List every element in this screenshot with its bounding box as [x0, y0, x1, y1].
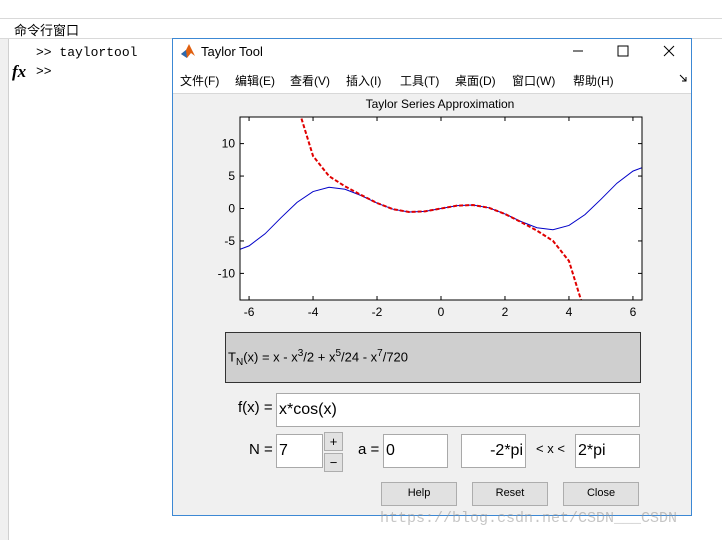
title-menu-bar	[173, 39, 691, 94]
x-tick-label: -2	[372, 305, 383, 319]
formula-sup: 7	[377, 348, 383, 359]
formula-part: (x) = x - x	[243, 349, 298, 365]
help-button[interactable]: Help	[381, 482, 457, 506]
command-prompt: >>	[36, 64, 52, 79]
menu-item[interactable]: 查看(V)	[290, 74, 330, 88]
formula: TN(x) = x - x3/2 + x5/24 - x7/720	[228, 348, 408, 368]
formula-sup: 5	[335, 348, 342, 359]
xmin-input[interactable]: -2*pi	[461, 434, 526, 468]
formula-sub: N	[235, 356, 244, 368]
menu-item[interactable]: 文件(F)	[180, 74, 220, 88]
window-controls	[573, 45, 675, 57]
left-pane	[0, 39, 9, 540]
command-title: 命令行窗口	[14, 23, 80, 38]
formula-part: /2 + x	[303, 349, 336, 365]
formula-sup: 3	[297, 348, 304, 359]
axes-box	[239, 116, 643, 301]
plus-button[interactable]: +	[324, 432, 343, 451]
x-between: < x <	[536, 441, 565, 456]
x-tick-label: 0	[438, 305, 445, 319]
a-label: a =	[358, 441, 380, 458]
formula-box	[225, 332, 641, 383]
x-tick-label: -6	[244, 305, 255, 319]
menu-item[interactable]: 桌面(D)	[455, 74, 496, 88]
y-tick-label: 0	[228, 202, 235, 216]
formula-part: /720	[382, 349, 409, 365]
fx-icon[interactable]: fx	[12, 62, 27, 81]
series-line	[240, 167, 642, 250]
dock-arrow[interactable]	[679, 74, 687, 82]
chart-title: Taylor Series Approximation	[366, 97, 515, 111]
watermark: https://blog.csdn.net/CSDN___CSDN	[380, 510, 678, 527]
menu-item[interactable]: 窗口(W)	[512, 74, 556, 88]
y-tick-label: 5	[228, 169, 235, 183]
window-title: Taylor Tool	[201, 44, 263, 59]
matlab-icon	[181, 44, 195, 58]
reset-button[interactable]: Reset	[472, 482, 548, 506]
minus-button[interactable]: −	[324, 453, 343, 472]
y-tick-label: -10	[218, 266, 236, 280]
menu-item[interactable]: 编辑(E)	[235, 74, 275, 88]
n-input[interactable]: 7	[276, 434, 323, 468]
xmax-input[interactable]: 2*pi	[575, 434, 640, 468]
top-strip	[0, 0, 722, 19]
formula-part: T	[228, 349, 236, 365]
fx-input[interactable]: x*cos(x)	[276, 393, 640, 427]
maximize[interactable]	[617, 45, 629, 57]
y-tick-label: -5	[224, 234, 235, 248]
x-tick-label: -4	[308, 305, 319, 319]
close-window[interactable]	[663, 45, 675, 57]
menu-item[interactable]: 帮助(H)	[573, 74, 614, 88]
close-button[interactable]: Close	[563, 482, 639, 506]
plot-lines	[240, 117, 642, 300]
formula-part: /24 - x	[341, 349, 378, 365]
x-tick-label: 6	[630, 305, 637, 319]
series-line	[299, 117, 583, 300]
x-tick-label: 4	[566, 305, 573, 319]
a-input[interactable]: 0	[383, 434, 448, 468]
n-label: N =	[249, 441, 273, 458]
y-tick-label: 10	[222, 137, 236, 151]
x-tick-label: 2	[502, 305, 509, 319]
command-line: >> taylortool	[36, 45, 138, 60]
fx-label: f(x) =	[238, 399, 273, 416]
menu-item[interactable]: 工具(T)	[400, 74, 440, 88]
menu-item[interactable]: 插入(I)	[346, 74, 382, 88]
